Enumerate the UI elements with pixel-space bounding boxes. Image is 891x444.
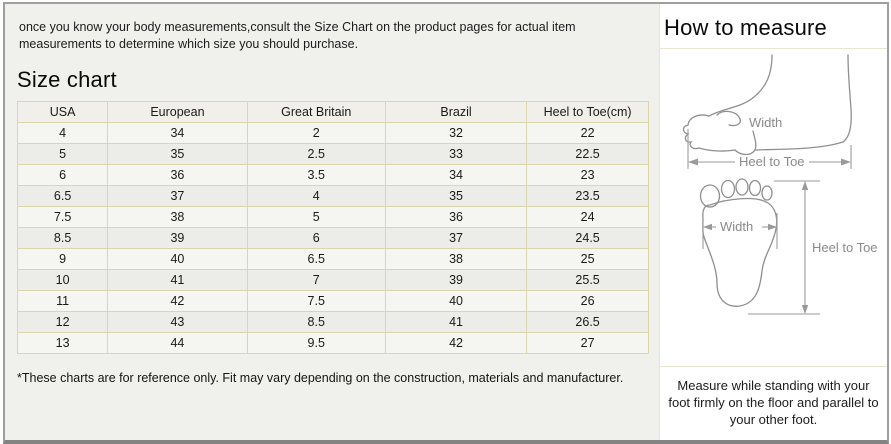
intro-text: once you know your body measurements,con… — [19, 20, 576, 51]
size-chart-panel: once you know your body measurements,con… — [5, 4, 659, 440]
table-cell: 40 — [384, 290, 528, 312]
table-cell: 6.5 — [16, 185, 109, 207]
table-cell: 33 — [384, 143, 528, 165]
table-cell: 26 — [526, 290, 649, 312]
table-cell: 7.5 — [16, 206, 109, 228]
table-row: 8.5 39 6 37 24.5 — [16, 227, 649, 249]
table-cell: 27 — [526, 332, 649, 354]
table-cell: 4 — [246, 185, 386, 207]
table-cell: 36 — [384, 206, 528, 228]
how-to-measure-heading: How to measure — [664, 15, 827, 40]
table-row: 11 42 7.5 40 26 — [16, 290, 649, 312]
table-cell: 6 — [246, 227, 386, 249]
table-cell: 9.5 — [246, 332, 386, 354]
table-cell: 10 — [16, 269, 109, 291]
table-cell: 23.5 — [526, 185, 649, 207]
table-row: 6 36 3.5 34 23 — [16, 164, 649, 186]
size-chart-header: USA European Great Britain Brazil Heel to To… — [16, 101, 649, 123]
table-cell: 3.5 — [246, 164, 386, 186]
table-cell: 34 — [107, 122, 248, 144]
table-row: 6.5 37 4 35 23.5 — [16, 185, 649, 207]
table-cell: 43 — [107, 311, 248, 333]
table-cell: 38 — [384, 248, 528, 270]
column-header: European — [107, 101, 248, 123]
column-header: USA — [16, 101, 109, 123]
table-cell: 39 — [107, 227, 248, 249]
table-cell: 2 — [246, 122, 386, 144]
column-header: Heel to Toe(cm) — [526, 101, 649, 123]
top-heel-to-toe-label: Heel to Toe — [812, 240, 878, 255]
table-cell: 36 — [107, 164, 248, 186]
content-frame: once you know your body measurements,con… — [3, 2, 889, 444]
top-width-label: Width — [720, 219, 753, 234]
table-cell: 22 — [526, 122, 649, 144]
table-cell: 23 — [526, 164, 649, 186]
table-cell: 37 — [384, 227, 528, 249]
column-header: Great Britain — [246, 101, 386, 123]
size-chart-header-row: USA European Great Britain Brazil Heel to To… — [16, 101, 649, 123]
footprint-top-view-diagram: Width Heel to Toe — [699, 178, 878, 315]
column-header: Brazil — [384, 101, 528, 123]
table-cell: 25.5 — [526, 269, 649, 291]
table-cell: 37 — [107, 185, 248, 207]
table-cell: 38 — [107, 206, 248, 228]
table-cell: 41 — [107, 269, 248, 291]
table-cell: 25 — [526, 248, 649, 270]
table-cell: 39 — [384, 269, 528, 291]
table-row: 13 44 9.5 42 27 — [16, 332, 649, 354]
table-cell: 8.5 — [16, 227, 109, 249]
table-row: 9 40 6.5 38 25 — [16, 248, 649, 270]
table-cell: 6 — [16, 164, 109, 186]
table-cell: 34 — [384, 164, 528, 186]
size-chart-body: 4 34 2 32 22 5 35 2.5 33 22.5 6 36 3.5 34 23 6.5 37 4 35 23… — [16, 122, 649, 354]
table-cell: 12 — [16, 311, 109, 333]
table-cell: 8.5 — [246, 311, 386, 333]
table-row: 5 35 2.5 33 22.5 — [16, 143, 649, 165]
table-cell: 6.5 — [246, 248, 386, 270]
table-cell: 35 — [384, 185, 528, 207]
table-cell: 5 — [16, 143, 109, 165]
table-cell: 41 — [384, 311, 528, 333]
table-cell: 7.5 — [246, 290, 386, 312]
foot-side-view-diagram: Width Heel to Toe — [682, 54, 852, 169]
table-row: 7.5 38 5 36 24 — [16, 206, 649, 228]
how-to-measure-panel: How to measure — [659, 4, 887, 440]
table-cell: 44 — [107, 332, 248, 354]
side-heel-to-toe-label: Heel to Toe — [739, 154, 805, 169]
table-row: 10 41 7 39 25.5 — [16, 269, 649, 291]
measure-diagrams: Width Heel to Toe — [660, 48, 887, 367]
table-cell: 11 — [16, 290, 109, 312]
table-cell: 24.5 — [526, 227, 649, 249]
table-row: 4 34 2 32 22 — [16, 122, 649, 144]
table-cell: 35 — [107, 143, 248, 165]
table-cell: 32 — [384, 122, 528, 144]
side-width-label: Width — [749, 115, 782, 130]
table-cell: 9 — [16, 248, 109, 270]
table-cell: 42 — [384, 332, 528, 354]
table-cell: 40 — [107, 248, 248, 270]
size-chart-heading: Size chart — [17, 67, 117, 92]
table-cell: 7 — [246, 269, 386, 291]
table-cell: 22.5 — [526, 143, 649, 165]
table-cell: 13 — [16, 332, 109, 354]
table-cell: 5 — [246, 206, 386, 228]
measure-instruction: Measure while standing with your foot fi… — [668, 378, 879, 427]
table-cell: 26.5 — [526, 311, 649, 333]
table-row: 12 43 8.5 41 26.5 — [16, 311, 649, 333]
size-chart-table: USA European Great Britain Brazil Heel to To… — [16, 101, 649, 354]
table-cell: 24 — [526, 206, 649, 228]
table-cell: 2.5 — [246, 143, 386, 165]
reference-footnote: *These charts are for reference only. Fi… — [17, 371, 624, 385]
table-cell: 42 — [107, 290, 248, 312]
table-cell: 4 — [16, 122, 109, 144]
